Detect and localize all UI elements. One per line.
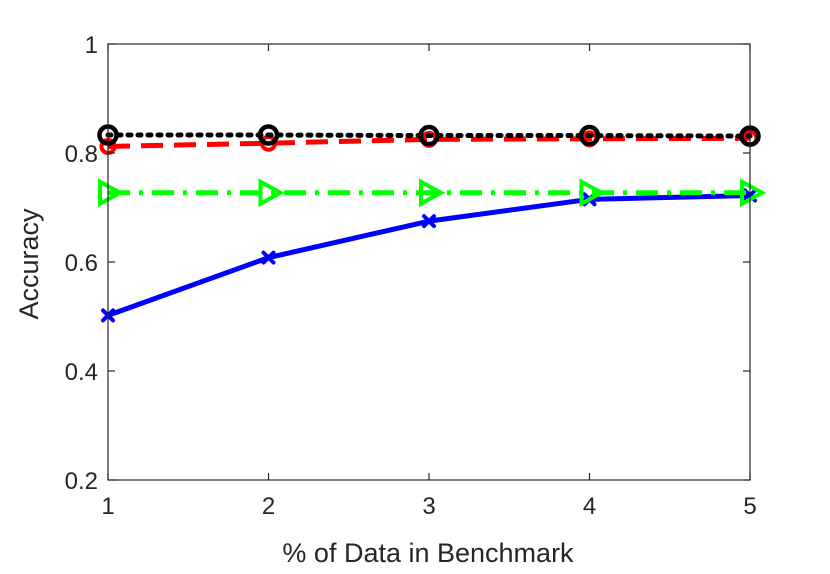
series-1-line [107,135,751,149]
series-3-point-0 [98,178,125,208]
series-3-point-4 [740,178,767,208]
series-0-point-1 [261,250,276,265]
y-tick-label-2: 0.6 [65,250,98,277]
series-3 [98,178,767,208]
series-2-line [105,132,753,139]
y-tick-label-3: 0.8 [65,141,98,168]
series-2-point-1 [257,124,280,146]
series-0-point-2 [422,214,436,229]
x-tick-label-3: 4 [583,493,596,520]
series-3-point-2 [419,178,446,208]
x-tick-label-0: 1 [101,493,114,520]
y-tick-label-0: 0.2 [65,468,98,495]
y-axis-title: Accuracy [14,208,44,320]
x-tick-label-2: 3 [422,493,435,520]
y-tick-label-1: 0.4 [65,359,98,386]
plot-area [108,44,750,480]
series-2-point-3 [578,124,601,147]
series-2-point-2 [418,124,440,147]
x-axis-title: % of Data in Benchmark [282,538,574,568]
axes-layer: 1 2 3 4 5 0.2 0.4 0.6 0.8 1 [65,32,757,520]
plot-background [108,44,750,480]
series-3-point-1 [258,178,285,208]
x-tick-label-4: 5 [743,493,756,520]
series-3-point-3 [579,178,606,208]
x-tick-label-1: 2 [262,493,275,520]
y-tick-label-4: 1 [85,32,98,59]
